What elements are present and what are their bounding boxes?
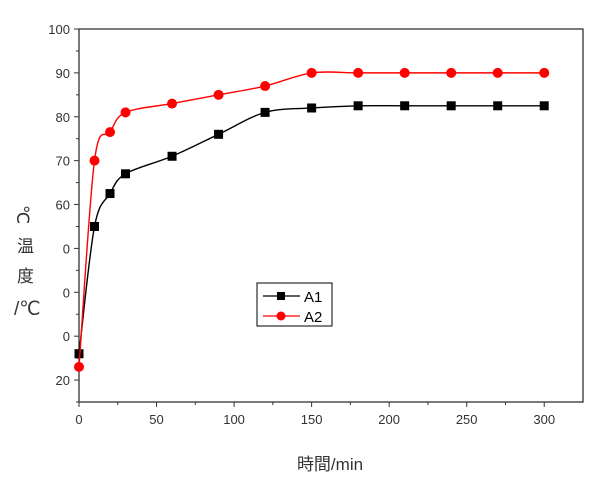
data-point-a1 xyxy=(167,151,177,161)
data-point-a2 xyxy=(74,361,84,372)
data-point-a2 xyxy=(353,67,364,78)
data-point-a1 xyxy=(74,349,84,359)
y-tick-label: 0 xyxy=(63,285,70,300)
y-axis-label-char-1: 温 xyxy=(17,237,34,256)
data-point-a2 xyxy=(260,81,271,92)
y-tick-label: 60 xyxy=(56,198,70,213)
data-point-a1 xyxy=(353,101,363,111)
data-point-a1 xyxy=(307,103,317,113)
data-point-a1 xyxy=(260,107,270,117)
data-point-a1 xyxy=(446,101,456,111)
data-point-a2 xyxy=(105,127,116,138)
data-point-a2 xyxy=(399,67,410,78)
y-axis-label-char-3: /℃ xyxy=(14,299,41,320)
data-point-a1 xyxy=(105,189,115,199)
y-tick-label: 80 xyxy=(56,110,70,125)
data-point-a1 xyxy=(214,129,224,139)
plot-frame xyxy=(78,28,584,403)
data-point-a2 xyxy=(167,98,178,109)
data-point-a2 xyxy=(89,155,100,166)
y-tick-label: 90 xyxy=(56,66,70,81)
data-point-a2 xyxy=(446,67,457,78)
data-point-a1 xyxy=(539,101,549,111)
x-tick-label: 300 xyxy=(533,412,555,427)
data-point-a1 xyxy=(400,101,410,111)
legend: A1 A2 xyxy=(256,282,333,327)
x-tick-label: 50 xyxy=(149,412,163,427)
legend-label-a1: A1 xyxy=(304,289,322,306)
data-point-a1 xyxy=(90,221,100,231)
x-axis-label: 時間/min xyxy=(297,455,363,474)
legend-label-a2: A2 xyxy=(304,309,322,326)
x-tick-label: 150 xyxy=(301,412,323,427)
legend-marker-a2 xyxy=(276,311,286,321)
data-point-a2 xyxy=(306,67,317,78)
y-tick-label: 0 xyxy=(63,241,70,256)
y-axis-label-rotated: ℃ xyxy=(13,205,32,224)
y-axis-label-char-2: 度 xyxy=(17,267,34,286)
x-tick-label: 200 xyxy=(378,412,400,427)
x-tick-label: 100 xyxy=(223,412,245,427)
y-tick-label: 100 xyxy=(48,22,70,37)
x-tick-label: 250 xyxy=(456,412,478,427)
y-tick-label: 20 xyxy=(56,373,70,388)
data-point-a2 xyxy=(120,107,131,118)
x-tick-label: 0 xyxy=(75,412,82,427)
data-point-a2 xyxy=(539,67,550,78)
data-point-a1 xyxy=(493,101,503,111)
data-point-a2 xyxy=(492,67,503,78)
data-point-a2 xyxy=(213,89,224,100)
y-tick-label: 0 xyxy=(63,329,70,344)
y-tick-label: 70 xyxy=(56,154,70,169)
legend-marker-a1 xyxy=(277,292,285,300)
data-point-a1 xyxy=(121,169,131,179)
